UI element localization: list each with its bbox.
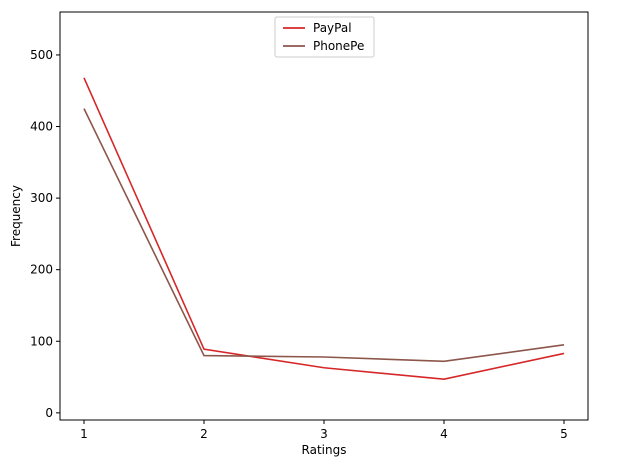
- y-tick-label: 0: [45, 406, 53, 420]
- legend-label: PhonePe: [313, 39, 364, 53]
- y-tick-label: 300: [30, 191, 53, 205]
- series-line-phonepe: [83, 108, 565, 363]
- y-tick-label: 200: [30, 263, 53, 277]
- x-tick-label: 2: [200, 427, 208, 441]
- y-tick-label: 400: [30, 120, 53, 134]
- y-axis-ticks: 0 100 200 300 400 500: [30, 48, 60, 420]
- plot-area: [59, 11, 589, 421]
- series-line-paypal: [83, 77, 565, 381]
- x-axis-ticks: 1 2 3 4 5: [80, 420, 568, 441]
- legend: PayPal PhonePe: [274, 16, 375, 58]
- y-tick-label: 500: [30, 48, 53, 62]
- x-tick-label: 3: [320, 427, 328, 441]
- legend-label: PayPal: [313, 21, 352, 35]
- series-lines: [83, 77, 565, 381]
- x-tick-label: 4: [440, 427, 448, 441]
- x-tick-label: 5: [560, 427, 568, 441]
- y-tick-label: 100: [30, 334, 53, 348]
- x-tick-label: 1: [80, 427, 88, 441]
- y-axis-label: Frequency: [9, 185, 23, 247]
- legend-box: [274, 16, 375, 58]
- x-axis-label: Ratings: [302, 443, 347, 457]
